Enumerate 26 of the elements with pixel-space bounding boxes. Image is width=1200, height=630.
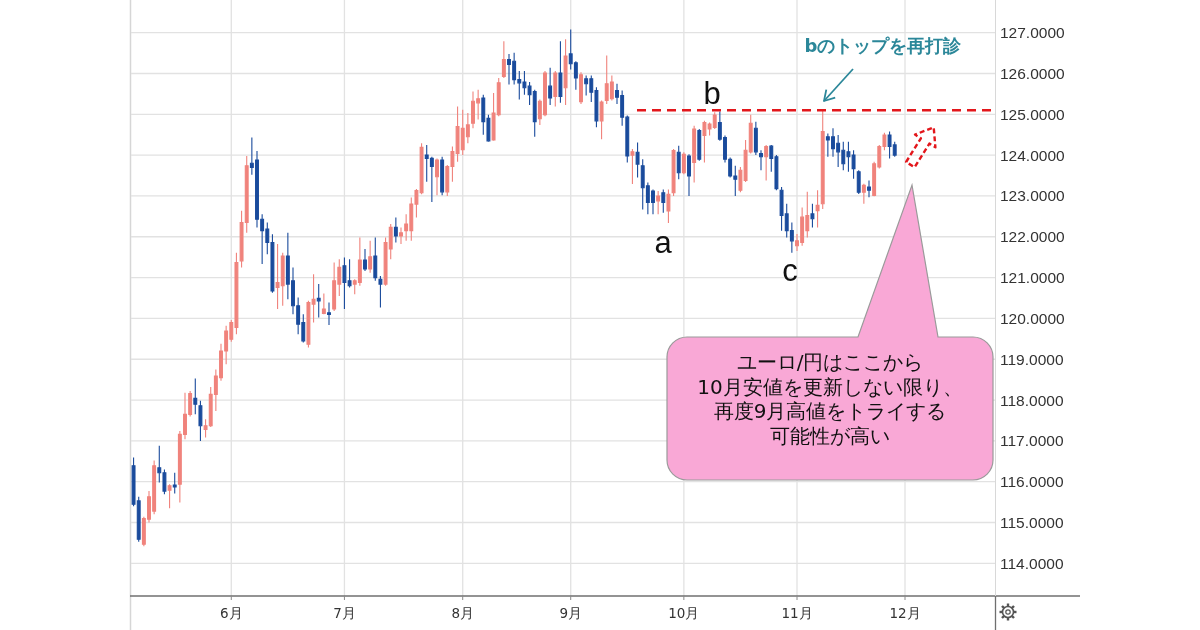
x-tick-label: 12月	[889, 605, 921, 621]
annotation: c	[782, 253, 798, 288]
y-tick-label: 124.0000	[1000, 146, 1066, 164]
y-tick-label: 116.0000	[1000, 473, 1064, 491]
x-tick-label: 6月	[219, 605, 243, 621]
y-tick-label: 118.0000	[1000, 391, 1064, 409]
annotation: bのトップを再打診	[804, 35, 963, 56]
annotation: b	[703, 76, 721, 111]
y-tick-label: 119.0000	[1000, 350, 1064, 368]
y-tick-label: 125.0000	[1000, 105, 1066, 123]
y-tick-label: 122.0000	[1000, 228, 1066, 246]
x-tick-label: 9月	[559, 605, 583, 621]
annotation: a	[654, 225, 673, 260]
y-tick-label: 127.0000	[1000, 24, 1066, 42]
y-tick-label: 126.0000	[1000, 64, 1066, 82]
annotation: ユーロ/円はここから10月安値を更新しない限り、再度9月高値をトライする可能性が高い	[697, 350, 963, 448]
x-tick-label: 8月	[451, 605, 475, 621]
y-tick-label: 115.0000	[1000, 514, 1064, 532]
y-tick-label: 121.0000	[1000, 269, 1066, 287]
y-tick-label: 123.0000	[1000, 187, 1066, 205]
x-tick-label: 7月	[333, 605, 356, 621]
y-tick-label: 114.0000	[1000, 554, 1064, 572]
x-tick-label: 10月	[668, 605, 700, 621]
y-tick-label: 117.0000	[1000, 432, 1064, 450]
x-tick-label: 11月	[781, 605, 813, 621]
y-tick-label: 120.0000	[1000, 309, 1066, 327]
